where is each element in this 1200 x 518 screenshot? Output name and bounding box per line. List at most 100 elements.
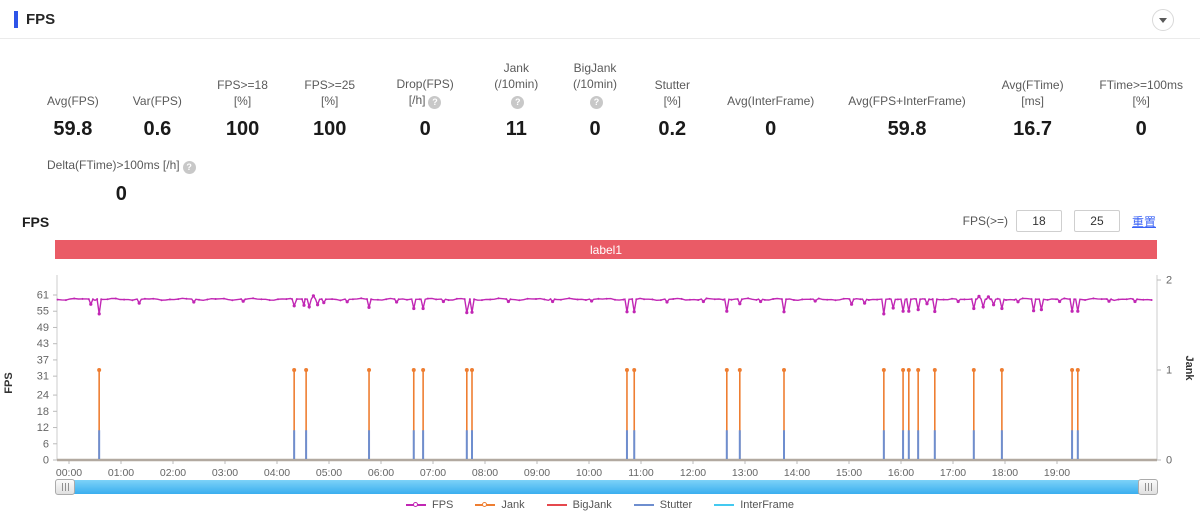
svg-text:61: 61 <box>37 290 49 302</box>
y-axis-title-right: Jank <box>1183 355 1195 381</box>
legend-swatch <box>633 504 654 506</box>
help-icon[interactable]: ? <box>428 96 442 109</box>
chart-legend: FPS Jank BigJank Stutter InterFrame <box>0 499 1200 511</box>
chart-header: FPS FPS(>=) 重置 <box>0 208 1200 238</box>
help-icon[interactable]: ? <box>511 96 525 109</box>
legend-marker-dot <box>482 501 488 507</box>
svg-text:01:00: 01:00 <box>108 467 134 479</box>
legend-label: FPS <box>432 499 454 511</box>
page-title: FPS <box>26 10 56 28</box>
stat-value: 16.7 <box>1013 118 1053 140</box>
legend-swatch <box>714 504 735 506</box>
svg-text:31: 31 <box>37 371 49 383</box>
stat-item: FTime>=100ms [%] 0 <box>1082 77 1200 141</box>
svg-text:0: 0 <box>43 455 49 467</box>
legend-item-stutter[interactable]: Stutter <box>633 499 692 511</box>
svg-text:14:00: 14:00 <box>784 467 810 479</box>
stat-label: BigJank (/10min)? <box>573 61 618 109</box>
stat-value: 100 <box>313 118 347 140</box>
legend-label: BigJank <box>572 499 612 511</box>
stat-item: Stutter [%] 0.2 <box>634 77 710 141</box>
scrollbar-track[interactable] <box>55 480 1158 494</box>
panel-header: FPS <box>0 0 1200 39</box>
stat-value: 100 <box>225 118 260 140</box>
stat-value: 0 <box>419 118 431 140</box>
legend-swatch <box>406 501 426 507</box>
svg-text:24: 24 <box>37 390 49 402</box>
help-icon[interactable]: ? <box>182 161 196 174</box>
collapse-button[interactable] <box>1152 9 1174 31</box>
svg-text:06:00: 06:00 <box>368 467 394 479</box>
svg-text:05:00: 05:00 <box>316 467 342 479</box>
svg-text:6: 6 <box>43 438 49 450</box>
legend-item-interframe[interactable]: InterFrame <box>714 499 794 511</box>
svg-text:15:00: 15:00 <box>836 467 862 479</box>
stat-label: Jank (/10min)? <box>494 61 539 109</box>
legend-label: InterFrame <box>740 499 794 511</box>
stat-item: Avg(FPS) 59.8 <box>30 77 116 141</box>
fps-threshold-input-1[interactable] <box>1015 210 1062 232</box>
svg-text:02:00: 02:00 <box>160 467 186 479</box>
svg-text:12: 12 <box>37 422 49 434</box>
stat-item: Delta(FTime)>100ms [/h]? 0 <box>30 142 213 206</box>
chevron-down-icon <box>1159 17 1167 23</box>
stat-label: Avg(FPS+InterFrame) <box>848 94 966 108</box>
stat-value: 0 <box>765 118 777 140</box>
legend-swatch <box>546 504 567 506</box>
legend-item-jank[interactable]: Jank <box>475 499 525 511</box>
stat-item: Avg(FTime) [ms] 16.7 <box>983 77 1083 141</box>
svg-text:55: 55 <box>37 306 49 318</box>
time-range-scrollbar[interactable] <box>55 479 1158 495</box>
svg-text:37: 37 <box>37 354 49 366</box>
svg-text:16:00: 16:00 <box>888 467 914 479</box>
fps-threshold-input-2[interactable] <box>1073 210 1120 232</box>
stat-label: FPS>=25 [%] <box>304 78 356 108</box>
stat-label: Avg(InterFrame) <box>727 94 815 108</box>
svg-text:08:00: 08:00 <box>472 467 498 479</box>
grip-icon <box>1144 483 1152 491</box>
stat-item: Avg(FPS+InterFrame) 59.8 <box>831 77 982 141</box>
stat-label: Drop(FPS) [/h]? <box>396 77 454 109</box>
stat-item: Drop(FPS) [/h]? 0 <box>373 76 477 141</box>
legend-label: Jank <box>501 499 525 511</box>
stat-item: FPS>=18 [%] 100 <box>199 77 286 141</box>
svg-text:19:00: 19:00 <box>1044 467 1070 479</box>
stat-value: 0.6 <box>143 118 172 140</box>
stat-value: 59.8 <box>53 118 93 140</box>
stat-item: FPS>=25 [%] 100 <box>286 77 373 141</box>
fps-chart[interactable]: 0 6 12 18 24 31 37 43 49 55 61 0 1 2 00:00 01:00 02:00 03… <box>0 263 1200 480</box>
svg-text:10:00: 10:00 <box>576 467 602 479</box>
scrollbar-left-handle[interactable] <box>55 479 75 495</box>
y-axis-title-left: FPS <box>3 372 15 393</box>
stat-label: FPS>=18 [%] <box>217 78 268 108</box>
stat-label: Delta(FTime)>100ms [/h]? <box>47 142 196 174</box>
help-icon[interactable]: ? <box>590 96 604 109</box>
legend-item-fps[interactable]: FPS <box>406 499 453 511</box>
reset-link[interactable]: 重置 <box>1131 214 1156 229</box>
legend-marker-dot <box>413 501 418 507</box>
stat-item: Jank (/10min)? 11 <box>477 60 556 141</box>
svg-text:49: 49 <box>37 322 49 334</box>
stat-value: 11 <box>505 118 527 140</box>
stat-label: Avg(FPS) <box>47 94 99 108</box>
svg-text:2: 2 <box>1166 275 1172 287</box>
stats-row-1: Avg(FPS) 59.8 Var(FPS) 0.6 FPS>=18 [%] 100 FPS… <box>30 60 1200 141</box>
svg-text:18: 18 <box>37 406 49 418</box>
stat-label: Var(FPS) <box>132 94 182 108</box>
chart-title: FPS <box>22 214 50 230</box>
fps-threshold-label: FPS(>=) <box>962 214 1008 228</box>
stat-item: Avg(InterFrame) 0 <box>710 77 831 141</box>
stat-item: BigJank (/10min)? 0 <box>556 60 635 141</box>
legend-item-bigjank[interactable]: BigJank <box>546 499 612 511</box>
svg-text:17:00: 17:00 <box>940 467 966 479</box>
svg-text:18:00: 18:00 <box>992 467 1018 479</box>
grip-icon <box>61 483 69 491</box>
svg-text:11:00: 11:00 <box>628 467 654 479</box>
scrollbar-right-handle[interactable] <box>1138 479 1158 495</box>
stat-value: 0.2 <box>658 118 687 140</box>
stat-item: Var(FPS) 0.6 <box>116 77 199 141</box>
label-banner: label1 <box>55 240 1157 259</box>
svg-text:12:00: 12:00 <box>680 467 706 479</box>
